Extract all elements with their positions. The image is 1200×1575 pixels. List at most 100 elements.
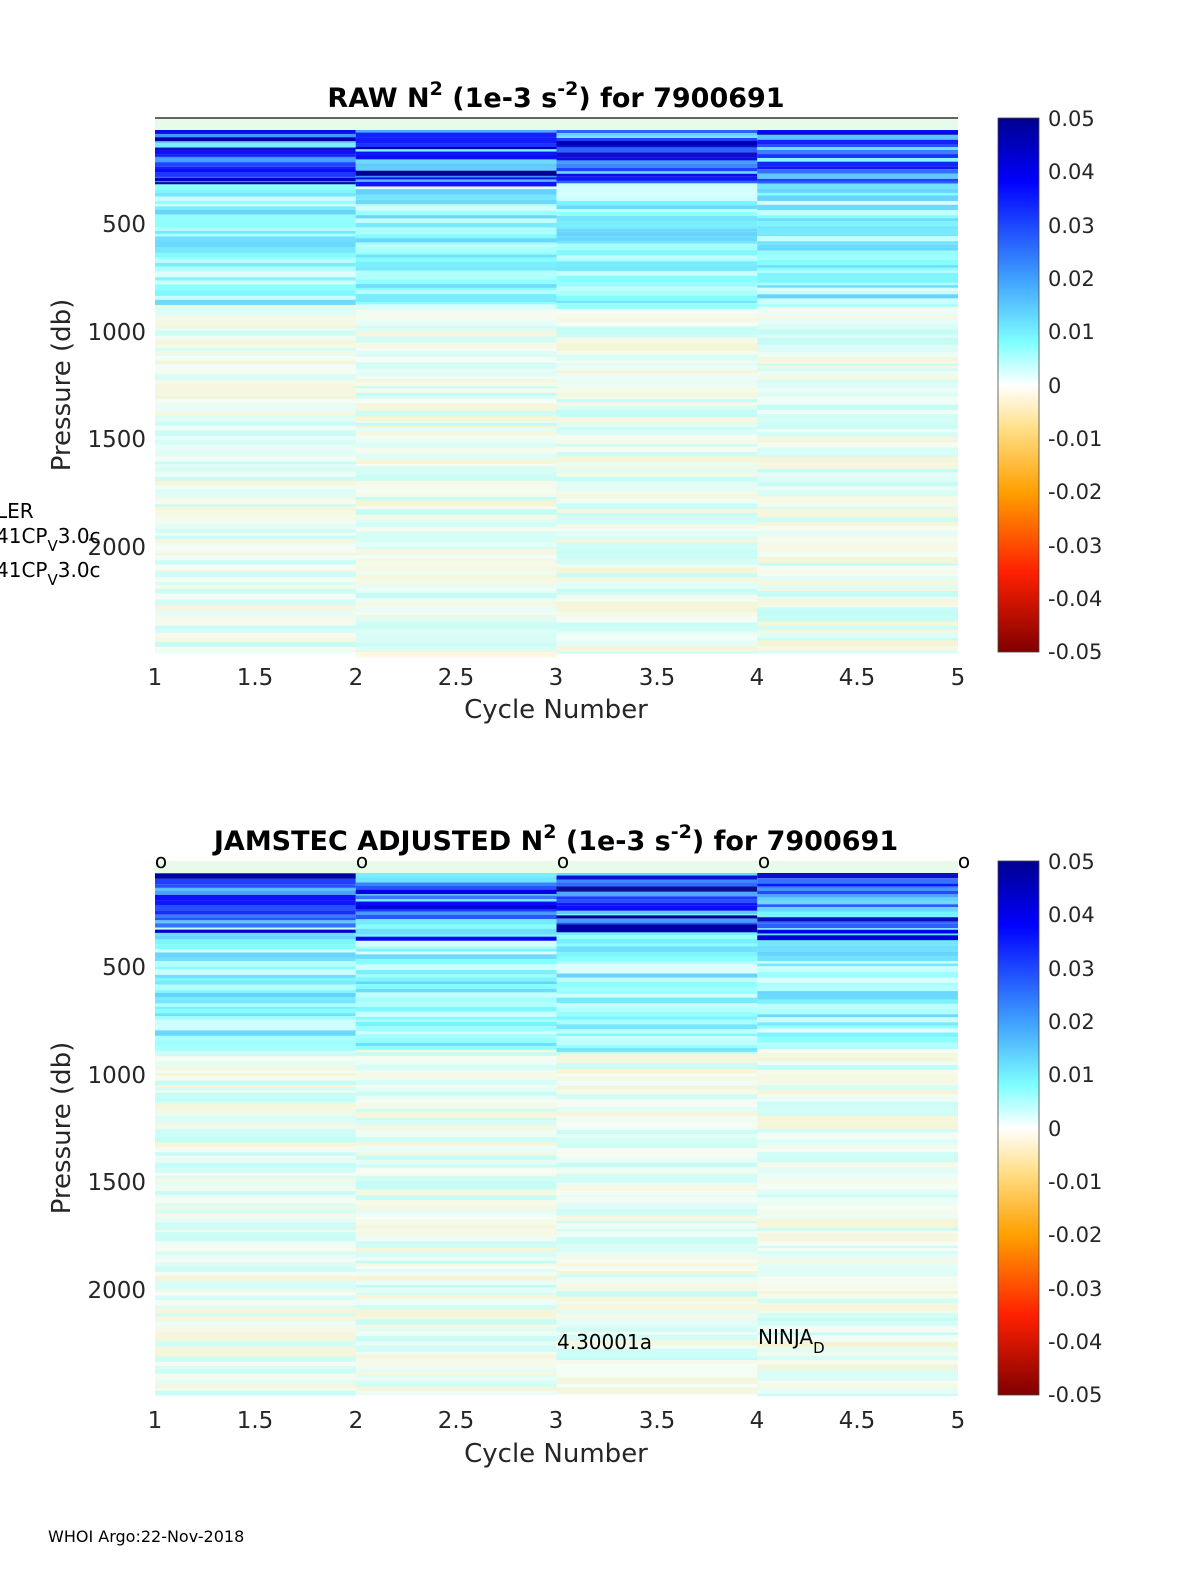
heatmap-cell [155,252,356,258]
heatmap-cell [355,1045,557,1050]
heatmap-cell [556,370,758,374]
chart-title: RAW N2 (1e-3 s-2) for 7900691 [327,78,784,114]
heatmap-cell [155,935,356,940]
heatmap-cell [155,1098,356,1102]
heatmap-cell [355,1192,557,1196]
heatmap-cell [155,353,356,356]
heatmap-cell [155,923,356,928]
x-ticks: 1 1.5 2 2.5 3 3.5 4 4.5 5 [148,665,966,691]
heatmap-cell [155,571,356,577]
heatmap-cell [355,1164,557,1168]
heatmap-cell [757,873,958,879]
heatmap-cell [355,154,557,160]
heatmap-cell [155,1149,356,1153]
heatmap-cell [155,1384,356,1389]
heatmap-cell [757,265,958,268]
heatmap-cell [757,1338,958,1342]
heatmap-cell [556,205,758,210]
heatmap-cell [556,373,758,379]
heatmap-cell [355,1241,557,1244]
heatmap-cell [757,616,958,622]
heatmap-cell [355,1055,557,1061]
heatmap-cell [556,308,758,315]
colorbar-tick-label: 0.04 [1048,160,1095,184]
heatmap-cell [155,344,356,348]
heatmap-cell [556,483,758,490]
heatmap-cell [155,1302,356,1306]
heatmap-cell [757,563,958,566]
y-ticks: 500 1000 1500 2000 [87,955,146,1304]
heatmap-cell [757,1129,958,1133]
colorbar-tick-label: -0.01 [1048,427,1102,451]
heatmap-cell [556,938,758,944]
heatmap-cell [757,414,958,420]
heatmap-cell [757,923,958,929]
heatmap-cell [757,982,958,986]
heatmap-cell [355,227,557,230]
heatmap-cell [355,376,557,379]
heatmap-cell [355,431,557,436]
heatmap-cell [155,468,356,472]
heatmap-cell [355,1130,557,1134]
x-tick-label: 4.5 [839,1408,876,1434]
heatmap-cell [355,1148,557,1153]
heatmap-cell [355,483,557,489]
heatmap-cell [757,1355,958,1361]
heatmap-cell [757,932,958,937]
heatmap-cell [556,147,758,153]
heatmap-cell [556,173,758,177]
heatmap-cell [757,282,958,286]
heatmap-cell [757,949,958,952]
heatmap-cell [757,1049,958,1054]
heatmap-cell [155,628,356,633]
heatmap-cell [155,1178,356,1182]
heatmap-cell [757,557,958,561]
heatmap-cell [355,163,557,167]
heatmap-cell [757,610,958,617]
heatmap-cell [355,1336,557,1342]
heatmap-cell [556,1029,758,1034]
heatmap-cell [757,419,958,422]
heatmap-cell [355,435,557,439]
heatmap-cell [355,179,557,182]
heatmap-cell [355,342,557,349]
heatmap-cell [155,271,356,278]
heatmap-cell [757,514,958,518]
heatmap-cell [355,928,557,935]
x-ticks: 1 1.5 2 2.5 3 3.5 4 4.5 5 [148,1408,966,1434]
heatmap-cell [556,1173,758,1180]
heatmap-cell [757,977,958,983]
x-axis-label: Cycle Number [464,695,648,725]
x-tick-label: 1.5 [237,665,274,691]
annotations: 4.30001a NINJAD [557,1325,825,1357]
heatmap-cell [155,1075,356,1081]
heatmap-cell [155,412,356,417]
heatmap-cell [556,1202,758,1205]
heatmap-cell [757,368,958,372]
heatmap-cell [556,899,758,904]
heatmap-cell [757,1132,958,1135]
heatmap-cell [757,226,958,230]
heatmap-cell [556,1138,758,1145]
heatmap-cell [155,393,356,396]
heatmap-cell [757,1115,958,1120]
heatmap-cell [355,299,557,302]
heatmap-cell [757,247,958,251]
heatmap-cell [757,1258,958,1263]
heatmap-cell [155,284,356,291]
heatmap-cell [757,1383,958,1389]
heatmap-cell [155,326,356,329]
heatmap-cell [757,424,958,430]
y-tick-label: 1500 [87,427,146,453]
heatmap-cell [155,304,356,309]
heatmap-cell [757,1061,958,1065]
heatmap-cell [155,966,356,970]
heatmap-cell [757,272,958,279]
heatmap-cell [757,525,958,531]
heatmap-cell [757,157,958,162]
colorbar-tick-label: 0 [1048,374,1061,398]
colorbar-gradient [997,117,1040,653]
heatmap-cell [355,1305,557,1310]
heatmap-cell [556,335,758,338]
heatmap-cell [155,421,356,426]
